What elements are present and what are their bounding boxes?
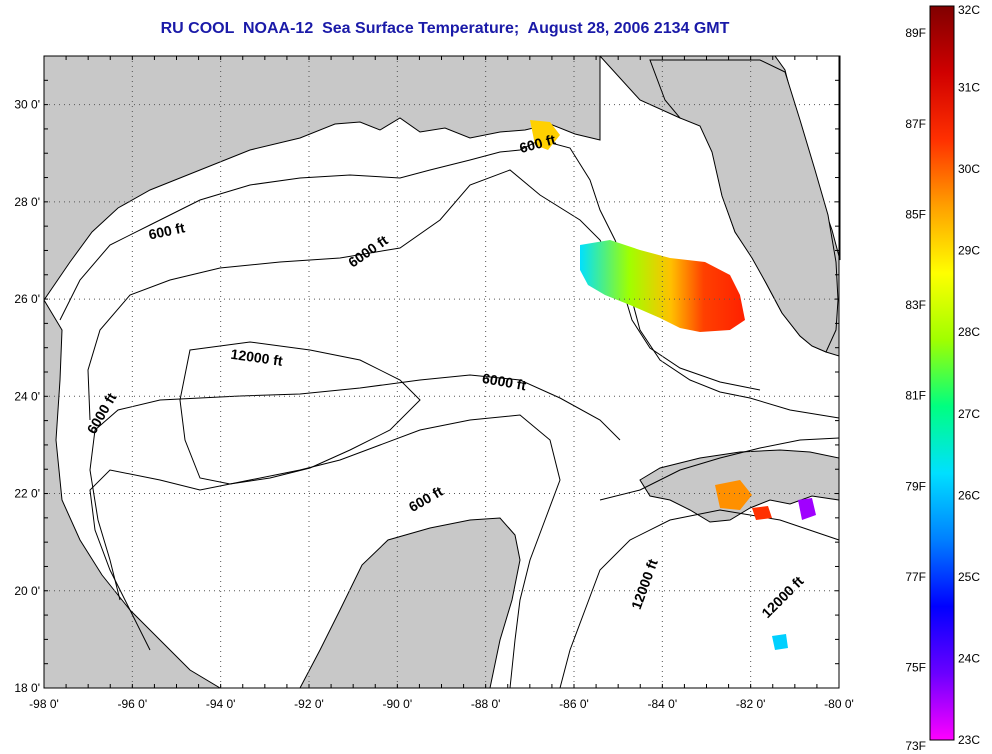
contour-6000ft-cuba [599, 437, 840, 501]
y-axis-ticks: 30 0' 28 0' 26 0' 24 0' 22 0' 20 0' 18 0' [14, 55, 839, 695]
yucatan-peninsula [299, 517, 521, 689]
colorbar-celsius-label: 23C [958, 733, 980, 747]
sst-patch-cuba-3 [798, 498, 816, 520]
y-tick-label: 20 0' [14, 584, 40, 598]
contour-6000ft-north [87, 169, 761, 421]
colorbar-celsius-label: 30C [958, 162, 980, 176]
x-tick-label: -92 0' [294, 697, 324, 711]
x-tick-label: -90 0' [383, 697, 413, 711]
sst-patch-cuba-2 [752, 506, 772, 520]
map-title: RU COOL NOAA-12 Sea Surface Temperature;… [160, 20, 730, 37]
colorbar-fahrenheit-label: 73F [905, 739, 926, 753]
colorbar-celsius-labels: 32C 31C 30C 29C 28C 27C 26C 25C 24C 23C [958, 3, 980, 747]
colorbar-celsius-label: 28C [958, 325, 980, 339]
sst-patch-cuba-1 [715, 480, 752, 510]
contour-label: 12000 ft [230, 346, 284, 369]
colorbar-celsius-label: 27C [958, 407, 980, 421]
colorbar-celsius-label: 32C [958, 3, 980, 17]
sst-patch-coast [530, 120, 560, 150]
colorbar-fahrenheit-label: 75F [905, 661, 926, 675]
x-tick-label: -98 0' [29, 697, 59, 711]
contour-label: 600 ft [147, 219, 186, 242]
colorbar-fahrenheit-label: 87F [905, 117, 926, 131]
contour-label: 6000 ft [481, 370, 528, 394]
y-tick-label: 26 0' [14, 292, 40, 306]
colorbar-fahrenheit-label: 81F [905, 389, 926, 403]
x-tick-label: -86 0' [559, 697, 589, 711]
contour-600ft-south [89, 414, 561, 689]
colorbar-celsius-label: 31C [958, 81, 980, 95]
colorbar-celsius-label: 24C [958, 651, 980, 665]
contour-12000ft [179, 341, 421, 485]
colorbar-fahrenheit-labels: 89F 87F 85F 83F 81F 79F 77F 75F 73F [905, 26, 926, 753]
y-tick-label: 22 0' [14, 487, 40, 501]
map-frame [43, 55, 840, 689]
x-tick-label: -96 0' [118, 697, 148, 711]
colorbar [929, 5, 955, 741]
y-tick-label: 28 0' [14, 195, 40, 209]
colorbar-celsius-label: 25C [958, 570, 980, 584]
y-tick-label: 24 0' [14, 389, 40, 403]
colorbar-celsius-label: 29C [958, 244, 980, 258]
x-tick-label: -88 0' [471, 697, 501, 711]
sst-patch-south [772, 634, 788, 650]
colorbar-fahrenheit-label: 83F [905, 298, 926, 312]
colorbar-fahrenheit-label: 77F [905, 570, 926, 584]
x-axis-ticks: -98 0' -96 0' -94 0' -92 0' -90 0' -88 0' -86 … [29, 56, 854, 711]
y-tick-label: 30 0' [14, 98, 40, 112]
x-tick-label: -94 0' [206, 697, 236, 711]
land-masses [43, 55, 841, 689]
x-tick-label: -82 0' [736, 697, 766, 711]
x-tick-label: -84 0' [648, 697, 678, 711]
colorbar-fahrenheit-label: 89F [905, 26, 926, 40]
colorbar-fahrenheit-label: 85F [905, 207, 926, 221]
florida-peninsula [649, 59, 839, 353]
colorbar-celsius-label: 26C [958, 488, 980, 502]
grid-lines [44, 56, 839, 688]
x-tick-label: -80 0' [824, 697, 854, 711]
y-tick-label: 18 0' [14, 681, 40, 695]
colorbar-fahrenheit-label: 79F [905, 479, 926, 493]
